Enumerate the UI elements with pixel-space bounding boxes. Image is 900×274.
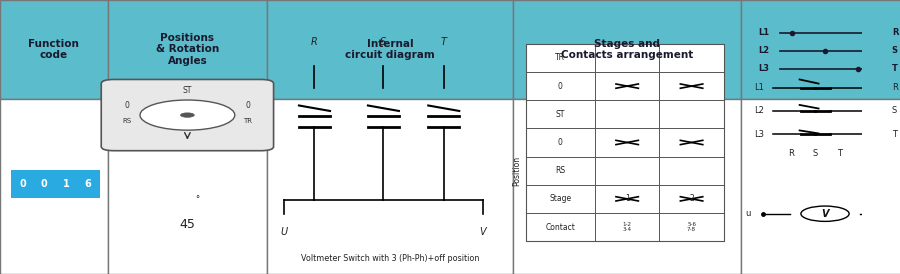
FancyBboxPatch shape	[513, 0, 741, 99]
Circle shape	[140, 100, 235, 130]
Text: RS: RS	[122, 118, 131, 124]
FancyBboxPatch shape	[526, 44, 724, 241]
Text: 0: 0	[20, 179, 26, 189]
Text: 0: 0	[125, 101, 130, 110]
Text: 0: 0	[41, 179, 48, 189]
Text: TR: TR	[243, 118, 252, 124]
Text: S: S	[813, 149, 818, 158]
FancyBboxPatch shape	[513, 99, 741, 274]
Text: Stage: Stage	[549, 194, 572, 203]
Text: V: V	[479, 227, 486, 237]
Text: ST: ST	[555, 110, 565, 119]
Text: Positions
& Rotation
Angles: Positions & Rotation Angles	[156, 33, 219, 66]
Text: RS: RS	[555, 166, 565, 175]
FancyBboxPatch shape	[108, 99, 267, 274]
Text: Internal
circuit diagram: Internal circuit diagram	[345, 39, 435, 60]
Text: S: S	[892, 107, 897, 115]
Text: Position: Position	[512, 156, 521, 186]
Text: 6: 6	[84, 179, 91, 189]
Text: T: T	[892, 130, 896, 139]
Text: L2: L2	[754, 107, 764, 115]
FancyBboxPatch shape	[741, 99, 900, 274]
Text: L3: L3	[754, 130, 764, 139]
Text: S: S	[381, 37, 387, 47]
Text: R: R	[311, 37, 318, 47]
Text: °: °	[195, 196, 200, 204]
Text: R: R	[788, 149, 795, 158]
Text: 1: 1	[625, 194, 629, 203]
Text: S: S	[892, 46, 898, 55]
Text: L1: L1	[758, 28, 770, 37]
Text: T: T	[837, 149, 842, 158]
Text: R: R	[892, 83, 897, 92]
Circle shape	[801, 206, 849, 221]
Text: 1: 1	[62, 179, 69, 189]
Text: L3: L3	[758, 64, 770, 73]
Text: L2: L2	[758, 46, 770, 55]
FancyBboxPatch shape	[11, 170, 35, 198]
FancyBboxPatch shape	[108, 0, 267, 99]
FancyBboxPatch shape	[0, 99, 108, 274]
FancyBboxPatch shape	[741, 0, 900, 99]
FancyBboxPatch shape	[267, 99, 513, 274]
FancyBboxPatch shape	[101, 79, 274, 151]
Text: T: T	[441, 37, 446, 47]
Text: 1-2
3-4: 1-2 3-4	[623, 222, 632, 232]
Text: Contact: Contact	[545, 222, 575, 232]
Text: u: u	[745, 209, 751, 218]
FancyBboxPatch shape	[54, 170, 78, 198]
Text: 0: 0	[558, 138, 562, 147]
FancyBboxPatch shape	[267, 0, 513, 99]
Circle shape	[181, 113, 194, 117]
Text: 5-6
7-8: 5-6 7-8	[687, 222, 696, 232]
Text: V: V	[822, 209, 829, 219]
Text: 0: 0	[558, 82, 562, 91]
Text: L1: L1	[754, 83, 764, 92]
Text: R: R	[892, 28, 898, 37]
Text: Voltmeter Switch with 3 (Ph-Ph)+off position: Voltmeter Switch with 3 (Ph-Ph)+off posi…	[301, 254, 479, 263]
FancyBboxPatch shape	[0, 0, 108, 99]
Text: 2: 2	[689, 194, 694, 203]
FancyBboxPatch shape	[76, 170, 100, 198]
Text: 0: 0	[246, 101, 250, 110]
Text: Function
code: Function code	[29, 39, 79, 60]
Text: TR: TR	[555, 53, 565, 62]
FancyBboxPatch shape	[32, 170, 57, 198]
Text: 45: 45	[179, 218, 195, 231]
Text: T: T	[892, 64, 897, 73]
Text: Stages and
Contacts arrangement: Stages and Contacts arrangement	[561, 39, 693, 60]
Text: ST: ST	[183, 85, 192, 95]
Text: U: U	[281, 227, 288, 237]
